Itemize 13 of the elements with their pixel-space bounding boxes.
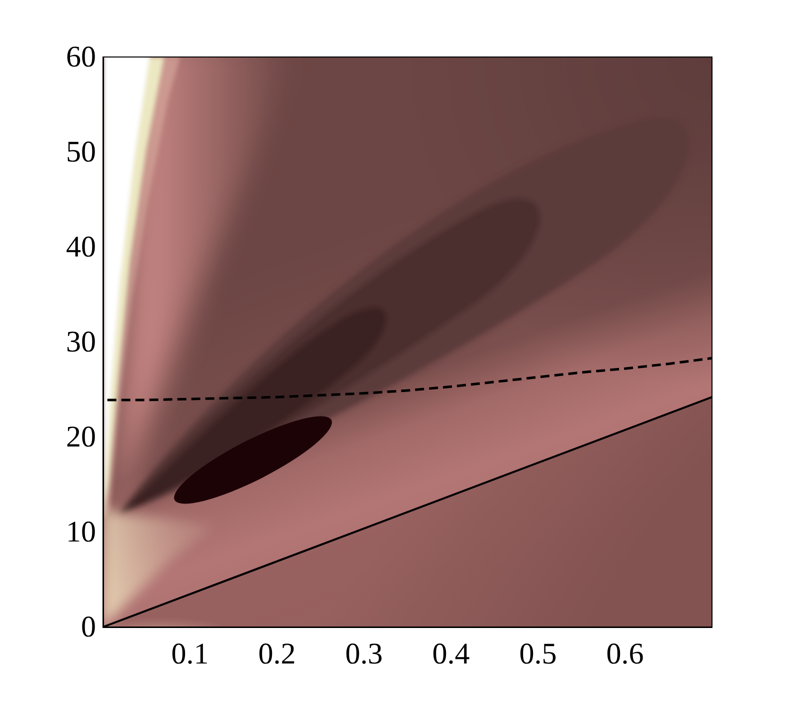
- x-tick-label: 0.1: [171, 638, 209, 670]
- y-tick-label: 30: [66, 326, 96, 358]
- y-tick-label: 40: [66, 230, 96, 264]
- y-tick-label: 10: [66, 516, 96, 548]
- y-tick-label: 0: [81, 610, 96, 644]
- y-tick-label: 20: [66, 420, 96, 454]
- x-tick-label: 0.2: [258, 638, 296, 670]
- x-tick-label: 0.5: [519, 638, 557, 670]
- x-tick-label: 0.3: [345, 638, 383, 670]
- x-tick-label: 0.6: [606, 638, 644, 670]
- y-tick-label: 50: [66, 136, 96, 168]
- y-tick-label: 60: [66, 40, 96, 74]
- x-tick-label: 0.4: [432, 638, 470, 670]
